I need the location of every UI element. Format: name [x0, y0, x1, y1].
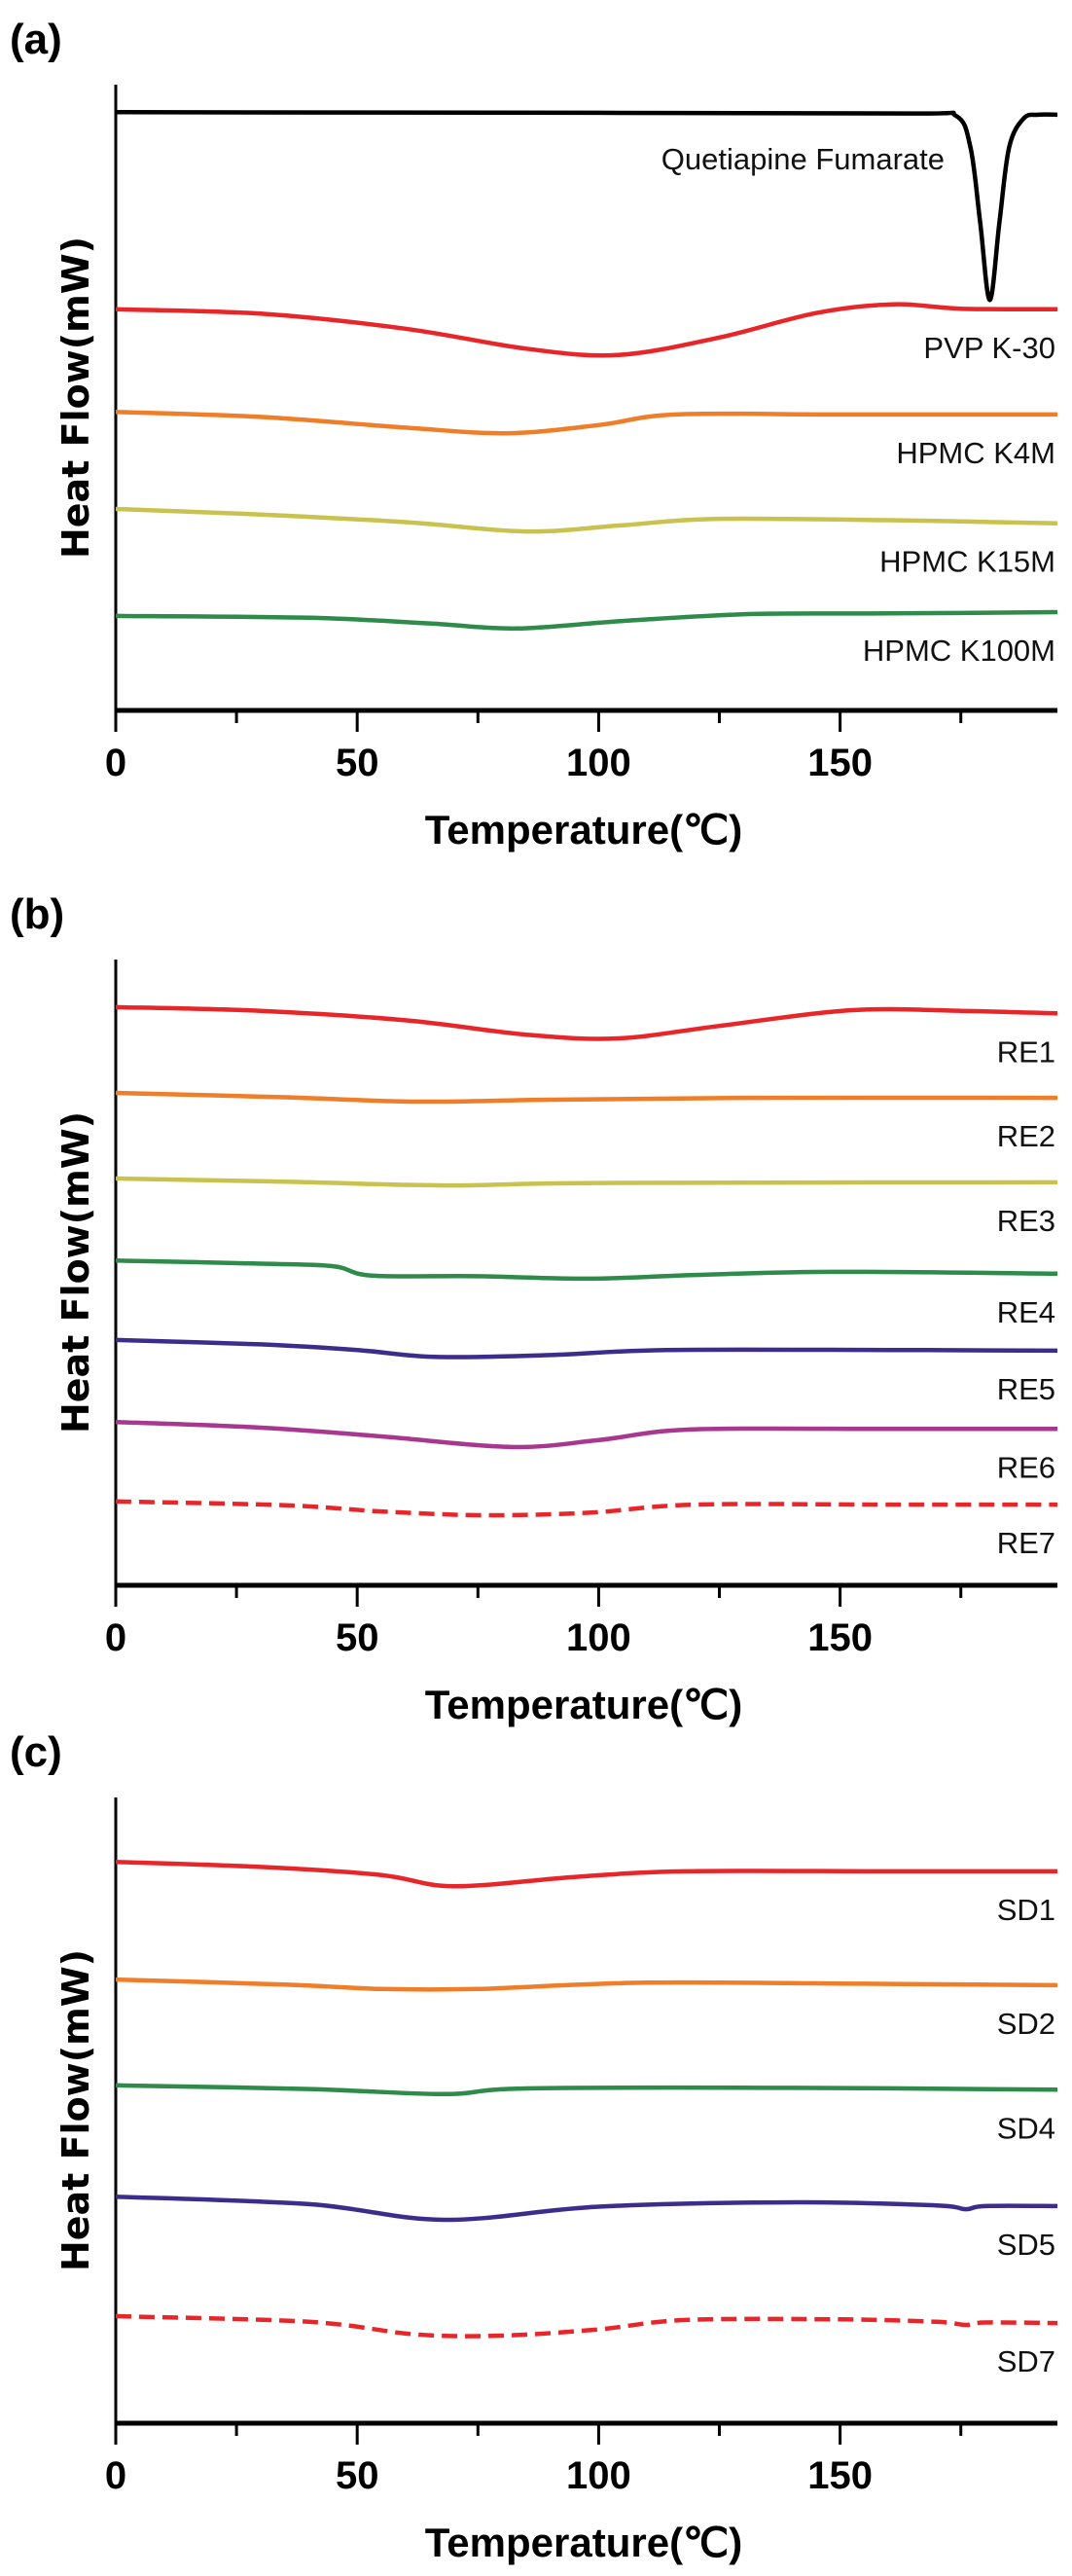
- series-line-re1: [115, 1004, 1058, 1041]
- x-axis-title: Temperature(℃): [425, 2520, 742, 2565]
- series-line-re7: [115, 1499, 1057, 1518]
- panel-label: (c): [10, 1728, 62, 1776]
- series-line-sd7: [115, 2313, 1058, 2339]
- series-label: RE4: [997, 1295, 1055, 1329]
- panel-label: (b): [10, 890, 64, 938]
- y-axis-title: Heat Flow(mW): [54, 236, 97, 559]
- x-tick-label: 50: [336, 1616, 379, 1659]
- panel-label: (a): [10, 16, 62, 63]
- series-line-sd4: [115, 2083, 1058, 2097]
- chart-panel-b: (b) 0 50 100 150 Temperature(℃) Heat Flow(mW) R…: [10, 890, 1058, 1727]
- series-label: RE2: [997, 1119, 1055, 1153]
- series-line-re2: [115, 1090, 1058, 1105]
- series-label: HPMC K4M: [896, 436, 1055, 470]
- series-line-sd1: [115, 1859, 1057, 1889]
- series-line-re5: [115, 1337, 1058, 1360]
- y-axis-title: Heat Flow(mW): [54, 1111, 97, 1433]
- series-label: PVP K-30: [923, 331, 1055, 365]
- series-label: RE3: [997, 1204, 1055, 1238]
- series-line-re6: [115, 1419, 1058, 1450]
- series-label: SD1: [997, 1893, 1055, 1927]
- series-label: RE5: [997, 1372, 1055, 1406]
- x-tick-label: 150: [807, 2454, 873, 2497]
- x-tick-label: 100: [566, 742, 631, 784]
- x-axis-title: Temperature(℃): [425, 1682, 742, 1727]
- x-tick-label: 150: [807, 742, 873, 784]
- series-line-re4: [115, 1258, 1058, 1282]
- series-label: RE7: [997, 1526, 1055, 1560]
- series-line-quetiapine-fumarate: [115, 110, 1058, 303]
- x-tick-label: 150: [807, 1616, 873, 1659]
- series-label: HPMC K100M: [863, 634, 1055, 668]
- x-tick-label: 100: [566, 1616, 631, 1659]
- series-line-sd2: [115, 1977, 1058, 1992]
- y-axis-title: Heat Flow(mW): [54, 1949, 97, 2271]
- series-label: SD4: [997, 2111, 1055, 2145]
- chart-panel-c: (c) 0 50 100 150 Temperature(℃) Heat Flow(mW) S…: [10, 1728, 1058, 2565]
- x-tick-label: 0: [105, 2454, 126, 2497]
- series-line-hpmc-k100m: [115, 609, 1058, 632]
- series-label: SD2: [997, 2007, 1055, 2041]
- series-line-pvp-k-30: [115, 302, 1058, 358]
- series-line-hpmc-k15m: [115, 506, 1058, 534]
- series-line-re3: [115, 1176, 1058, 1188]
- x-tick-label: 50: [336, 742, 379, 784]
- series-label: Quetiapine Fumarate: [661, 142, 945, 176]
- x-axis-title: Temperature(℃): [425, 807, 742, 853]
- series-label: RE1: [997, 1034, 1055, 1069]
- x-tick-label: 50: [336, 2454, 379, 2497]
- x-tick-label: 0: [105, 742, 126, 784]
- x-tick-label: 0: [105, 1616, 126, 1659]
- x-tick-label: 100: [566, 2454, 631, 2497]
- series-line-hpmc-k4m: [115, 410, 1057, 436]
- series-label: SD7: [997, 2344, 1055, 2378]
- series-label: RE6: [997, 1450, 1055, 1484]
- series-label: SD5: [997, 2228, 1055, 2262]
- chart-panel-a: (a) 0 50 100 150 Temperature(℃) Heat Flow(mW) Q…: [10, 16, 1058, 853]
- series-label: HPMC K15M: [879, 545, 1055, 579]
- series-line-sd5: [115, 2194, 1058, 2223]
